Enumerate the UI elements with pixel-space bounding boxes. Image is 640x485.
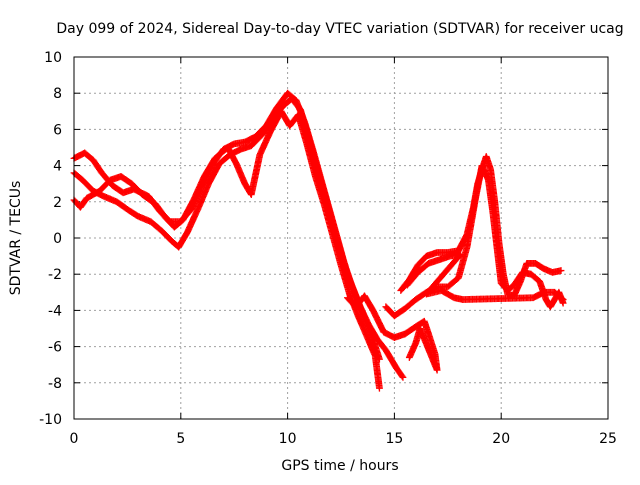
data-point <box>559 296 567 303</box>
data-point <box>376 384 383 392</box>
y-tick-label: 8 <box>53 86 62 102</box>
series-track-7 <box>403 250 567 303</box>
data-point <box>557 267 565 274</box>
chart-title: Day 099 of 2024, Sidereal Day-to-day VTE… <box>56 21 623 37</box>
x-axis-title: GPS time / hours <box>281 458 398 474</box>
data-point <box>405 354 413 361</box>
y-tick-label: 2 <box>53 195 62 211</box>
y-tick-label: 6 <box>53 122 62 138</box>
data-point <box>398 372 406 380</box>
y-tick-label: 0 <box>53 231 62 247</box>
y-tick-label: -8 <box>48 376 62 392</box>
y-tick-label: -10 <box>39 412 62 428</box>
x-tick-label: 20 <box>492 431 510 447</box>
axis-ticks: 0 5 10 15 20 25 -10 -8 -6 -4 -2 0 2 4 6 8 10 <box>39 50 617 447</box>
y-tick-label: -2 <box>48 267 62 283</box>
data-point <box>558 295 566 303</box>
series-track-3 <box>70 107 383 392</box>
y-tick-label: -6 <box>48 340 62 356</box>
data-point <box>399 373 407 381</box>
x-tick-label: 5 <box>176 431 185 447</box>
y-axis-title: SDTVAR / TECUs <box>8 181 24 296</box>
series-track-2 <box>70 95 407 381</box>
x-tick-label: 15 <box>385 431 403 447</box>
y-tick-label: -4 <box>48 303 62 319</box>
y-tick-label: 4 <box>53 159 62 175</box>
x-tick-label: 0 <box>70 431 79 447</box>
x-tick-label: 25 <box>599 431 617 447</box>
data-points <box>70 89 567 392</box>
y-tick-label: 10 <box>44 50 62 66</box>
plot-frame <box>73 56 609 420</box>
series-track-4 <box>344 292 441 374</box>
x-tick-label: 10 <box>279 431 297 447</box>
